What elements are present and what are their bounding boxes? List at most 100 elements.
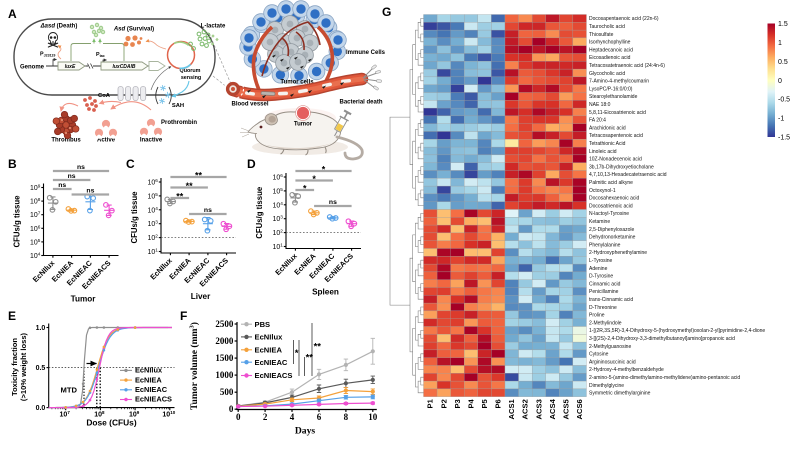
svg-text:**: ** [195, 171, 203, 181]
svg-text:Palmitic acid alkyne: Palmitic acid alkyne [589, 180, 633, 186]
svg-text:P3: P3 [453, 399, 462, 408]
svg-text:Dehydronorketamine: Dehydronorketamine [589, 235, 636, 241]
svg-text:109: 109 [129, 410, 140, 419]
svg-text:-1.5: -1.5 [778, 135, 790, 142]
svg-text:0.5: 0.5 [778, 59, 788, 66]
svg-text:EcNIEAC: EcNIEAC [255, 358, 288, 367]
svg-text:104: 104 [273, 201, 284, 210]
svg-text:108: 108 [30, 197, 41, 206]
svg-text:*: * [312, 174, 316, 184]
svg-text:P1: P1 [426, 398, 435, 408]
svg-text:0: 0 [236, 412, 241, 422]
svg-text:**: ** [186, 181, 194, 191]
svg-text:Quorum: Quorum [180, 68, 201, 74]
svg-text:2-amino-5-(amino-dimethylamino: 2-amino-5-(amino-dimethylamino-methylide… [589, 375, 740, 381]
svg-text:Days: Days [295, 426, 316, 437]
svg-text:1.5: 1.5 [778, 21, 788, 28]
svg-text:Symmetric dimethylarginine: Symmetric dimethylarginine [589, 391, 651, 397]
svg-text:Glycocholic acid: Glycocholic acid [589, 71, 625, 77]
svg-text:CFUs/g tissue: CFUs/g tissue [130, 191, 139, 244]
svg-text:C: C [126, 157, 135, 171]
svg-text:105: 105 [273, 187, 284, 196]
svg-text:107: 107 [60, 410, 71, 419]
svg-text:1-[(2R,3S,5R)-3,4-Dihydroxy-5-: 1-[(2R,3S,5R)-3,4-Dihydroxy-5-(hydroxyme… [589, 328, 765, 334]
svg-text:EcNIlux: EcNIlux [255, 333, 284, 342]
svg-text:**: ** [176, 192, 184, 202]
svg-text:CFUs/g tissue: CFUs/g tissue [255, 186, 264, 239]
svg-text:Heptadecanoic acid: Heptadecanoic acid [589, 47, 633, 53]
svg-text:P2: P2 [439, 399, 448, 408]
svg-text:Tumor: Tumor [71, 295, 97, 304]
svg-text:10: 10 [368, 412, 378, 422]
svg-text:*: * [295, 348, 299, 359]
svg-text:1: 1 [778, 40, 782, 47]
svg-text:Linoleic acid: Linoleic acid [589, 149, 617, 155]
svg-text:G: G [382, 5, 391, 19]
svg-text:8: 8 [344, 412, 349, 422]
svg-text:Spleen: Spleen [312, 288, 339, 297]
svg-text:102: 102 [148, 234, 159, 243]
svg-text:2-Hydroxy-4-methylbenzaldehyde: 2-Hydroxy-4-methylbenzaldehyde [589, 367, 664, 373]
svg-text:Adenine: Adenine [589, 266, 608, 272]
svg-text:Blood vessel: Blood vessel [231, 102, 268, 108]
svg-text:CoA: CoA [98, 93, 111, 99]
svg-text:PJ23119: PJ23119 [40, 52, 55, 58]
svg-text:105: 105 [30, 238, 41, 247]
svg-text:Docosahexaenoic acid: Docosahexaenoic acid [589, 196, 640, 202]
svg-text:D-Tyrosine: D-Tyrosine [589, 274, 613, 280]
svg-text:106: 106 [30, 224, 41, 233]
svg-text:Tumor: Tumor [294, 122, 313, 128]
svg-text:500: 500 [220, 387, 234, 397]
svg-text:Isorhynchophylline: Isorhynchophylline [589, 40, 631, 46]
svg-text:1.0: 1.0 [36, 325, 46, 332]
svg-text:P5: P5 [480, 398, 489, 408]
svg-text:Arachidonic acid: Arachidonic acid [589, 125, 626, 131]
svg-text:Tumor cells: Tumor cells [280, 80, 314, 86]
svg-text:EcNIEACS: EcNIEACS [255, 371, 293, 380]
svg-text:Cinnamic acid: Cinnamic acid [589, 281, 621, 287]
svg-text:2-Hydroxyphenethylamine: 2-Hydroxyphenethylamine [589, 250, 647, 256]
svg-text:0: 0 [229, 404, 234, 414]
svg-text:106: 106 [148, 178, 159, 187]
svg-text:EcNIlux: EcNIlux [135, 366, 163, 375]
svg-text:Δasd (Death): Δasd (Death) [40, 24, 78, 30]
svg-text:CFUs/g tissue: CFUs/g tissue [13, 195, 22, 248]
svg-text:ns: ns [58, 182, 66, 189]
svg-text:*: * [303, 184, 307, 194]
svg-text:SAH: SAH [172, 103, 184, 109]
svg-text:5,8,11-Eicosatrienoic acid: 5,8,11-Eicosatrienoic acid [589, 110, 646, 116]
svg-text:Thrombus: Thrombus [51, 138, 81, 144]
svg-text:L-Tyrosine: L-Tyrosine [589, 258, 613, 264]
svg-text:1500: 1500 [215, 353, 234, 363]
svg-text:7-Amino-4-methylcoumarin: 7-Amino-4-methylcoumarin [589, 79, 649, 85]
svg-text:2500: 2500 [215, 319, 234, 329]
svg-text:EcNIEA: EcNIEA [135, 375, 162, 384]
svg-text:luxE: luxE [65, 64, 76, 70]
svg-text:EcNIEA: EcNIEA [255, 345, 283, 354]
svg-text:4,7,10,13-Hexadecatetraenoic a: 4,7,10,13-Hexadecatetraenoic acid [589, 172, 667, 178]
svg-text:A: A [8, 7, 17, 21]
svg-text:10Z-Nonadecenoic acid: 10Z-Nonadecenoic acid [589, 157, 642, 163]
svg-text:NAE 18:0: NAE 18:0 [589, 102, 611, 108]
svg-text:2-Methylguanosine: 2-Methylguanosine [589, 344, 631, 350]
svg-text:D-Threonine: D-Threonine [589, 305, 617, 311]
svg-text:6: 6 [317, 412, 322, 422]
svg-text:ns: ns [77, 164, 85, 171]
svg-text:L-lactate: L-lactate [201, 24, 226, 30]
svg-text:101: 101 [273, 243, 284, 252]
svg-text:107: 107 [30, 211, 41, 220]
svg-text:109: 109 [30, 184, 41, 193]
svg-text:Phenylalanine: Phenylalanine [589, 242, 621, 248]
svg-text:102: 102 [273, 229, 284, 238]
svg-text:Dimethylglycine: Dimethylglycine [589, 383, 624, 389]
svg-text:D: D [247, 157, 256, 171]
svg-text:B: B [8, 157, 17, 171]
svg-text:101: 101 [148, 248, 159, 257]
svg-text:FA 20:4: FA 20:4 [589, 118, 606, 124]
svg-text:Genome: Genome [20, 65, 45, 71]
svg-text:Bacterial death: Bacterial death [339, 100, 382, 106]
svg-text:P6: P6 [494, 399, 503, 408]
svg-text:1010: 1010 [162, 410, 175, 419]
svg-text:ns: ns [68, 173, 76, 180]
svg-text:108: 108 [94, 410, 105, 419]
